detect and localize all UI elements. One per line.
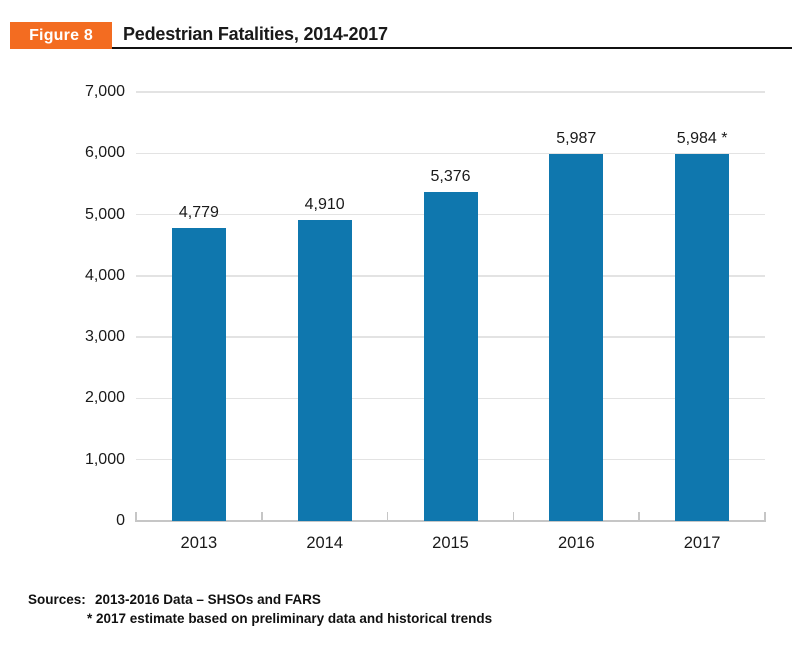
sources-note: Sources: 2013-2016 Data – SHSOs and FARS… xyxy=(28,590,492,628)
y-axis-tick-label: 4,000 xyxy=(84,266,125,284)
sources-row-1: Sources: 2013-2016 Data – SHSOs and FARS xyxy=(28,590,492,609)
x-axis-tick xyxy=(764,512,766,522)
y-axis-tick-label: 6,000 xyxy=(84,144,125,162)
bar-2014 xyxy=(297,220,352,521)
x-axis-tick xyxy=(386,512,389,522)
x-axis-tick xyxy=(512,512,515,522)
y-axis-tick-label: 2,000 xyxy=(84,389,125,407)
bar-2015 xyxy=(423,191,478,521)
bar-value-label-2015: 5,376 xyxy=(430,167,471,185)
y-axis-tick-label: 1,000 xyxy=(84,450,125,468)
figure-header-rule: Pedestrian Fatalities, 2014-2017 xyxy=(112,22,792,49)
figure-badge: Figure 8 xyxy=(10,22,112,49)
bar-value-label-2017: 5,984 * xyxy=(676,130,728,148)
x-axis-tick xyxy=(261,512,263,522)
y-axis-tick-label: 5,000 xyxy=(84,205,125,223)
x-axis-line xyxy=(136,520,765,522)
y-axis-tick-label: 3,000 xyxy=(84,328,125,346)
gridline-6,000 xyxy=(136,152,765,155)
y-axis-tick-label: 0 xyxy=(116,512,125,529)
x-axis-tick xyxy=(135,512,137,522)
x-axis-label-2017: 2017 xyxy=(683,534,721,552)
bar-2016 xyxy=(549,154,604,521)
bar-2013 xyxy=(171,228,226,521)
bar-value-label-2014: 4,910 xyxy=(304,196,345,214)
gridline-7,000 xyxy=(136,91,765,93)
bar-value-label-2013: 4,779 xyxy=(178,204,219,222)
x-axis-label-2014: 2014 xyxy=(306,534,344,552)
sources-row-2: * 2017 estimate based on preliminary dat… xyxy=(28,609,492,628)
bar-value-label-2016: 5,987 xyxy=(556,130,597,148)
y-axis-tick-label: 7,000 xyxy=(84,83,125,100)
sources-line-1: 2013-2016 Data – SHSOs and FARS xyxy=(95,592,321,607)
x-axis-label-2013: 2013 xyxy=(180,534,218,552)
x-axis-label-2015: 2015 xyxy=(432,534,469,552)
sources-label: Sources: xyxy=(28,592,86,607)
bar-2017 xyxy=(675,154,730,521)
figure-title: Pedestrian Fatalities, 2014-2017 xyxy=(123,24,388,44)
sources-line-2: * 2017 estimate based on preliminary dat… xyxy=(87,611,493,626)
x-axis-tick xyxy=(638,512,640,522)
x-axis-label-2016: 2016 xyxy=(557,534,595,552)
